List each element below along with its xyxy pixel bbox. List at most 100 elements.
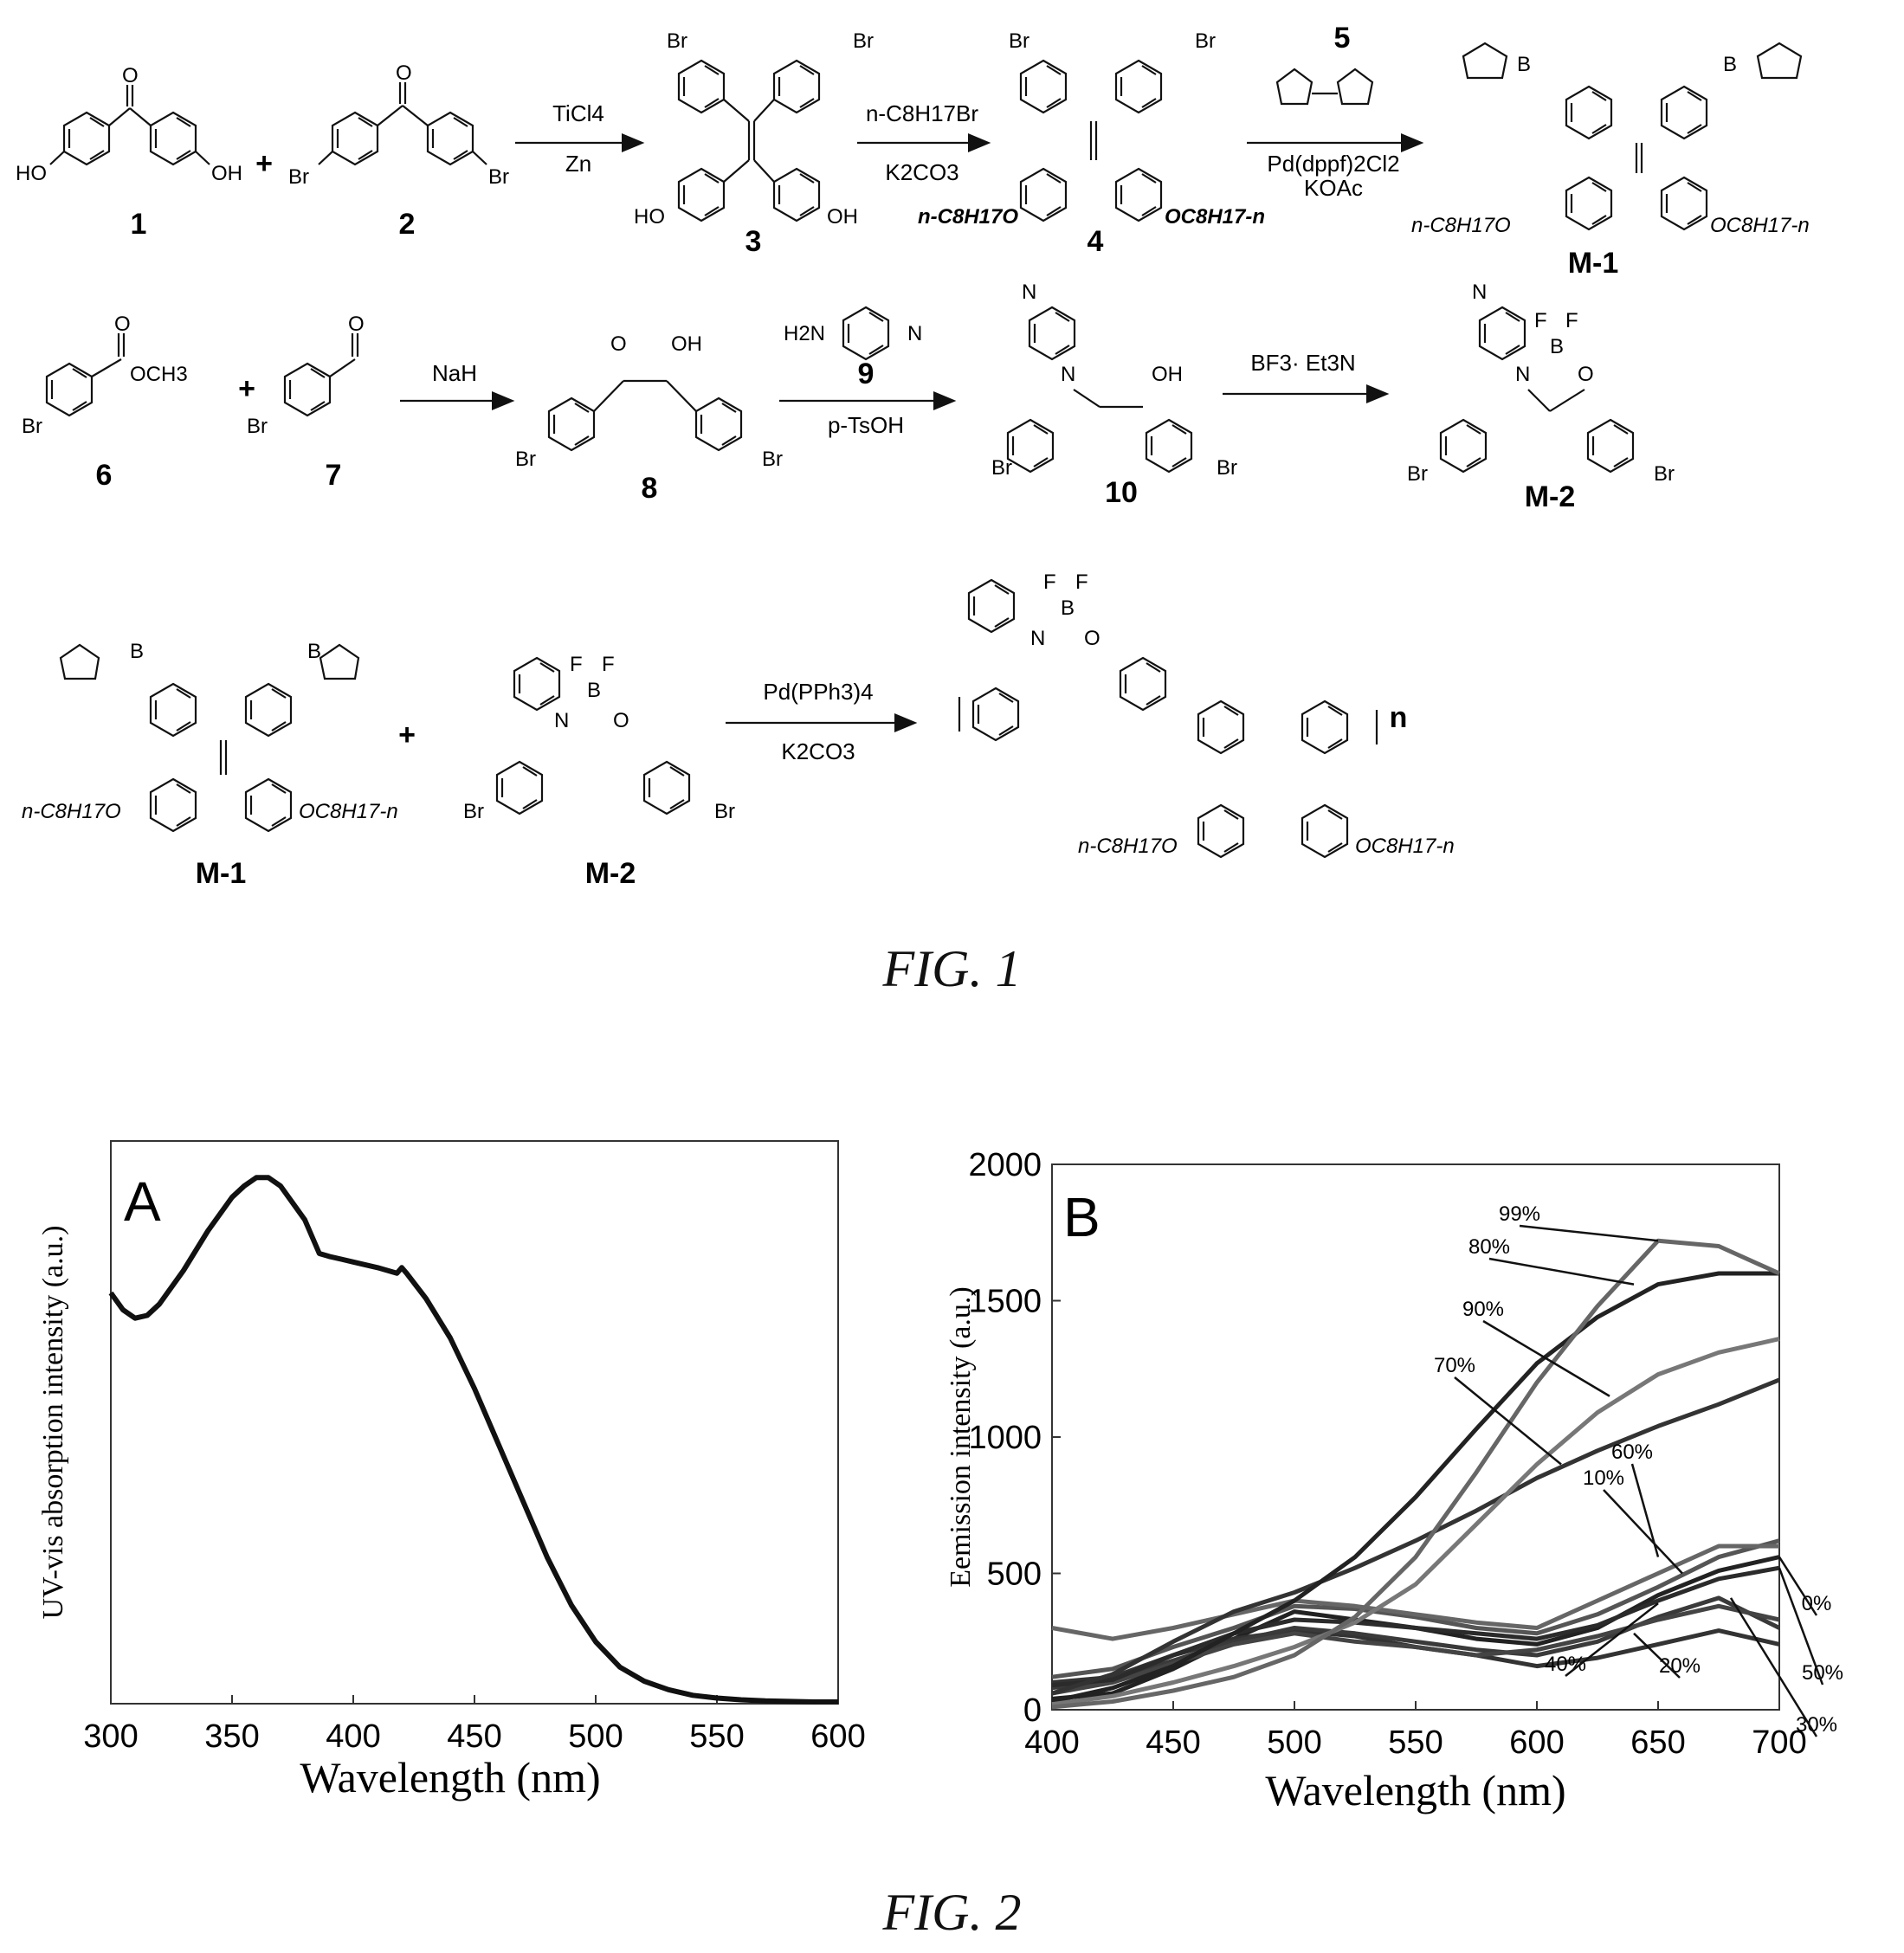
y-tick-label: 2000	[968, 1147, 1042, 1183]
x-tick-label: 700	[1752, 1724, 1806, 1761]
emission-curve-80pct	[1051, 1271, 1779, 1704]
annotation-leader-line	[1603, 1489, 1683, 1575]
oxygen-atom: O	[1084, 627, 1100, 650]
figure-1-caption: FIG. 1	[882, 940, 1022, 997]
x-axis-label: Wavelength (nm)	[300, 1753, 600, 1802]
annotation-leader-line	[1778, 1567, 1824, 1686]
reagent-bf3: BF3· Et3N	[1250, 350, 1355, 376]
emission-curve-60pct	[1051, 1544, 1779, 1641]
fluorine-atom: F	[602, 653, 615, 676]
bromine-label: Br	[22, 415, 42, 438]
annotation-leader-line	[1778, 1556, 1818, 1616]
compound-10: N N OH Br Br 10	[991, 280, 1237, 509]
oxygen-atom: O	[348, 313, 365, 336]
fluorine-atom: F	[1075, 570, 1088, 594]
amine-label: H2N	[784, 322, 825, 345]
boron-atom: B	[1061, 596, 1075, 620]
compound-label-m2: M-2	[585, 857, 636, 890]
compound-label-4: 4	[1088, 225, 1104, 258]
x-tick-label: 600	[1509, 1724, 1564, 1761]
boron-atom: B	[587, 679, 601, 702]
reaction-arrow-5: H2N N 9 p-TsOH	[779, 306, 957, 438]
hydroxyl-label: OH	[671, 332, 702, 356]
x-axis-label: Wavelength (nm)	[1265, 1766, 1565, 1814]
boron-atom: B	[130, 640, 144, 663]
emission-curve-90pct	[1051, 1337, 1780, 1707]
bromine-label: Br	[762, 448, 783, 471]
hydroxyl-label: OH	[1152, 363, 1183, 386]
panel-label-a: A	[124, 1170, 161, 1233]
boron-atom: B	[1550, 335, 1564, 358]
fluorine-atom: F	[1565, 309, 1578, 332]
octyloxy-label: n-C8H17O	[22, 800, 121, 823]
nitrogen-atom: N	[1472, 280, 1487, 304]
plus-sign: +	[255, 147, 273, 180]
emission-curve-99pct	[1051, 1238, 1781, 1710]
compound-4: Br Br n-C8H17O OC8H17-n 4	[918, 29, 1265, 258]
series-annotation-0pct: 0%	[1802, 1592, 1832, 1615]
bromine-label: Br	[1407, 462, 1428, 486]
octyloxy-label: OC8H17-n	[1355, 835, 1455, 858]
bromine-label: Br	[1009, 29, 1029, 53]
reagent-label-9: 9	[858, 358, 875, 390]
figure-2-caption: FIG. 2	[882, 1884, 1022, 1941]
reagent-zn: Zn	[565, 151, 591, 177]
reaction-arrow-6: BF3· Et3N	[1223, 350, 1390, 403]
reaction-arrow-7: Pd(PPh3)4 K2CO3	[726, 679, 918, 764]
compound-1: O HO OH 1	[16, 64, 242, 241]
nitrogen-atom: N	[554, 709, 569, 732]
x-tick-label: 400	[326, 1718, 380, 1755]
reaction-arrow-3: 5 Pd(dppf)2Cl2 KOAc	[1247, 22, 1424, 201]
compound-label-10: 10	[1105, 476, 1138, 509]
bromine-label: Br	[1217, 456, 1237, 480]
series-annotation-50pct: 50%	[1802, 1661, 1843, 1685]
fluorine-atom: F	[570, 653, 583, 676]
absorption-curve	[108, 1175, 838, 1705]
octyloxy-label: OC8H17-n	[1710, 214, 1810, 237]
boron-atom: B	[1723, 53, 1737, 76]
octyloxy-label: n-C8H17O	[1411, 214, 1511, 237]
bromine-label: Br	[515, 448, 536, 471]
reagent-nah: NaH	[432, 360, 477, 386]
compound-m1: B B n-C8H17O OC8H17-n M-1	[1411, 42, 1810, 280]
emission-curve-40pct	[1051, 1603, 1780, 1696]
fluorine-atom: F	[1534, 309, 1547, 332]
y-tick-label: 1000	[968, 1420, 1042, 1456]
hydroxyl-label: HO	[16, 162, 47, 185]
oxygen-atom: O	[613, 709, 629, 732]
reagent-k2co3: K2CO3	[781, 738, 855, 764]
plot-frame	[110, 1140, 839, 1705]
compound-6: O OCH3 Br 6	[22, 313, 188, 492]
compound-m2-copy: F F B N O Br Br M-2	[463, 653, 735, 890]
annotation-leader-line	[1519, 1224, 1659, 1242]
repeat-unit-n: n	[1390, 701, 1408, 734]
reagent-koac: KOAc	[1304, 175, 1363, 201]
reagent-k2co3: K2CO3	[885, 159, 958, 185]
reagent-pd-dppf: Pd(dppf)2Cl2	[1267, 151, 1399, 177]
series-annotation-10pct: 10%	[1583, 1466, 1624, 1490]
x-tick-label: 450	[1146, 1724, 1200, 1761]
compound-label-1: 1	[131, 208, 147, 241]
series-annotation-99pct: 99%	[1499, 1202, 1540, 1226]
x-tick-label: 500	[1267, 1724, 1321, 1761]
compound-7: O Br 7	[247, 313, 365, 492]
reagent-pd-pph3: Pd(PPh3)4	[763, 679, 873, 705]
methyl-ester-label: OCH3	[130, 363, 188, 386]
plus-sign: +	[398, 719, 416, 751]
bromine-label: Br	[1654, 462, 1675, 486]
hydroxyl-label: HO	[634, 205, 665, 229]
reagent-label-5: 5	[1334, 22, 1351, 55]
polymer-product: F F B N O n n-C8H17O OC8H17-n	[958, 570, 1455, 859]
x-tick-label: 550	[689, 1718, 744, 1755]
annotation-leader-line	[1454, 1376, 1562, 1466]
fluorine-atom: F	[1043, 570, 1056, 594]
emission-curve-30pct	[1051, 1595, 1781, 1691]
compound-m1-copy: B B n-C8H17O OC8H17-n M-1	[22, 640, 398, 890]
oxygen-atom: O	[122, 64, 139, 87]
octyloxy-label: OC8H17-n	[299, 800, 398, 823]
chart-panel-a: A 300 350 400 450 500 550 600 Wavelength (nm) …	[37, 1140, 866, 1802]
emission-curve-50pct	[1051, 1565, 1780, 1688]
reagent-ptsoh: p-TsOH	[828, 412, 904, 438]
nitrogen-atom: N	[1515, 363, 1530, 386]
reagent-9-structure: H2N N	[784, 306, 922, 361]
